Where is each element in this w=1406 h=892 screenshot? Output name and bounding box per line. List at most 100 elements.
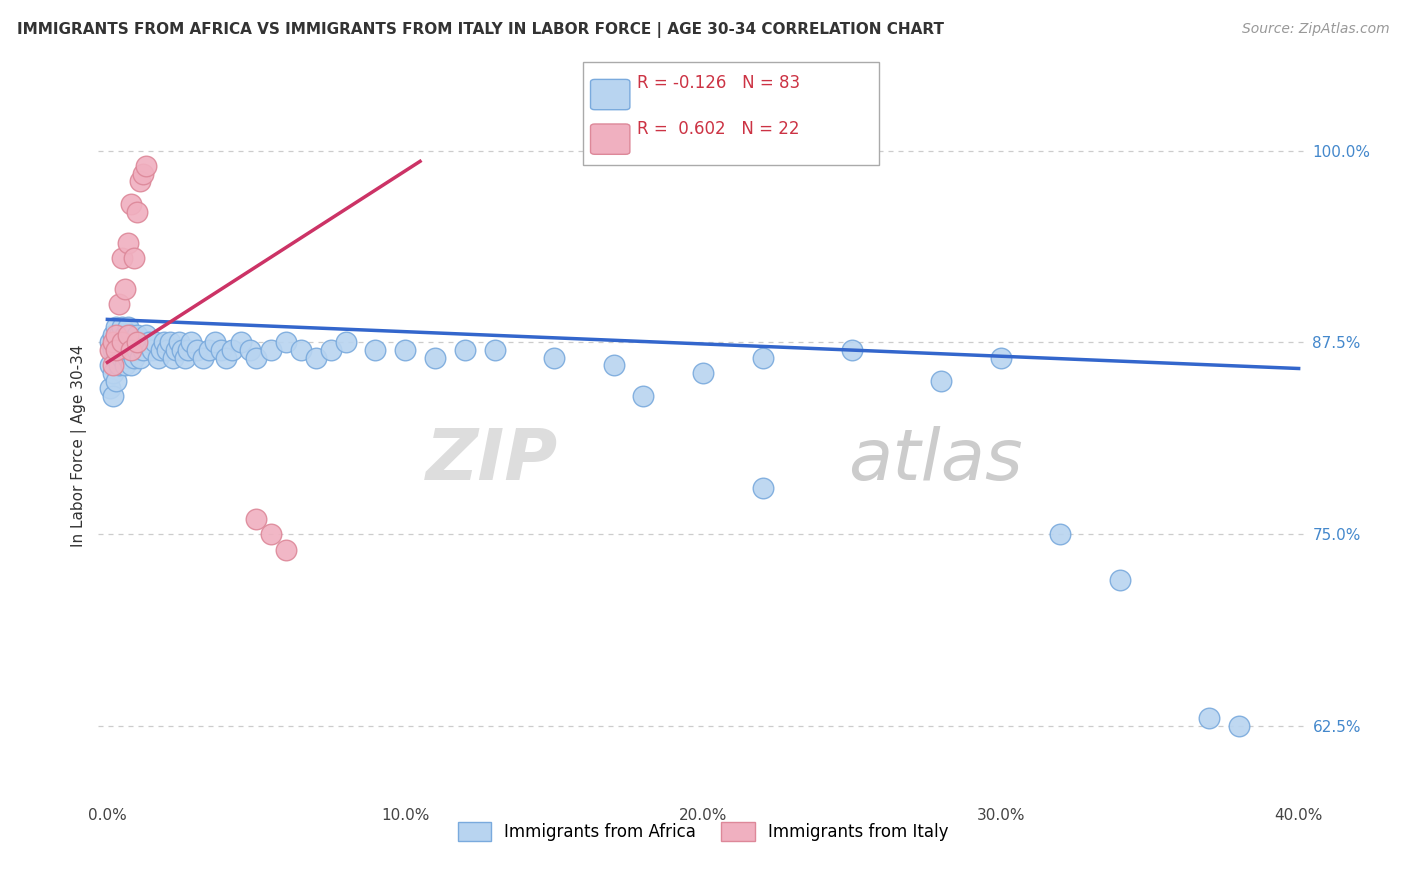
Point: [129, 351, 152, 365]
Legend: Immigrants from Africa, Immigrants from Italy: Immigrants from Africa, Immigrants from …: [451, 815, 955, 848]
Point: [484, 343, 506, 357]
Point: [423, 351, 446, 365]
Point: [122, 351, 145, 365]
Point: [129, 335, 152, 350]
Text: Source: ZipAtlas.com: Source: ZipAtlas.com: [1241, 22, 1389, 37]
Point: [117, 335, 139, 350]
Point: [103, 335, 125, 350]
Point: [1049, 527, 1071, 541]
Point: [209, 343, 232, 357]
Point: [98, 335, 121, 350]
Point: [197, 343, 219, 357]
Point: [105, 335, 128, 350]
Point: [114, 359, 136, 373]
Point: [127, 343, 149, 357]
Point: [117, 320, 139, 334]
Point: [129, 174, 152, 188]
Point: [111, 351, 134, 365]
Point: [120, 197, 142, 211]
Point: [111, 335, 134, 350]
Point: [103, 343, 125, 357]
Point: [117, 327, 139, 342]
Point: [114, 343, 136, 357]
Point: [138, 335, 160, 350]
Point: [167, 335, 190, 350]
Point: [108, 343, 131, 357]
Point: [105, 374, 128, 388]
Point: [108, 297, 131, 311]
Point: [191, 351, 214, 365]
Point: [132, 167, 155, 181]
Point: [141, 343, 163, 357]
Point: [841, 343, 863, 357]
Point: [239, 343, 262, 357]
Point: [633, 389, 655, 403]
Text: R =  0.602   N = 22: R = 0.602 N = 22: [637, 120, 800, 138]
Point: [103, 389, 125, 403]
Point: [120, 343, 142, 357]
Point: [127, 327, 149, 342]
Point: [117, 235, 139, 250]
Point: [127, 335, 149, 350]
Text: ZIP: ZIP: [426, 425, 558, 495]
Point: [274, 542, 297, 557]
Point: [751, 351, 773, 365]
Point: [98, 359, 121, 373]
Point: [111, 335, 134, 350]
Point: [186, 343, 208, 357]
Point: [114, 327, 136, 342]
Point: [149, 343, 172, 357]
Point: [153, 335, 176, 350]
Point: [394, 343, 416, 357]
Point: [122, 251, 145, 265]
Point: [990, 351, 1012, 365]
Point: [111, 320, 134, 334]
Point: [108, 359, 131, 373]
Text: R = -0.126   N = 83: R = -0.126 N = 83: [637, 74, 800, 92]
Point: [105, 320, 128, 334]
Point: [305, 351, 328, 365]
Point: [105, 351, 128, 365]
Point: [215, 351, 238, 365]
Point: [335, 335, 357, 350]
Point: [127, 205, 149, 219]
Point: [260, 343, 283, 357]
Point: [159, 335, 181, 350]
Point: [290, 343, 312, 357]
Point: [156, 343, 179, 357]
Point: [180, 335, 202, 350]
Point: [751, 481, 773, 495]
Point: [103, 327, 125, 342]
Y-axis label: In Labor Force | Age 30-34: In Labor Force | Age 30-34: [72, 344, 87, 548]
Point: [245, 512, 267, 526]
Point: [98, 381, 121, 395]
Point: [103, 366, 125, 380]
Point: [117, 351, 139, 365]
Point: [108, 327, 131, 342]
Point: [103, 359, 125, 373]
Point: [105, 343, 128, 357]
Point: [692, 366, 714, 380]
Point: [165, 343, 187, 357]
Point: [454, 343, 477, 357]
Point: [929, 374, 952, 388]
Point: [120, 327, 142, 342]
Point: [1109, 574, 1132, 588]
Point: [245, 351, 267, 365]
Point: [135, 327, 157, 342]
Point: [120, 343, 142, 357]
Point: [274, 335, 297, 350]
Point: [1227, 719, 1250, 733]
Point: [1198, 711, 1220, 725]
Point: [120, 359, 142, 373]
Point: [173, 351, 195, 365]
Point: [146, 351, 169, 365]
Point: [204, 335, 226, 350]
Point: [98, 343, 121, 357]
Point: [135, 159, 157, 173]
Point: [231, 335, 253, 350]
Point: [122, 335, 145, 350]
Text: IMMIGRANTS FROM AFRICA VS IMMIGRANTS FROM ITALY IN LABOR FORCE | AGE 30-34 CORRE: IMMIGRANTS FROM AFRICA VS IMMIGRANTS FRO…: [17, 22, 943, 38]
Point: [114, 282, 136, 296]
Point: [602, 359, 624, 373]
